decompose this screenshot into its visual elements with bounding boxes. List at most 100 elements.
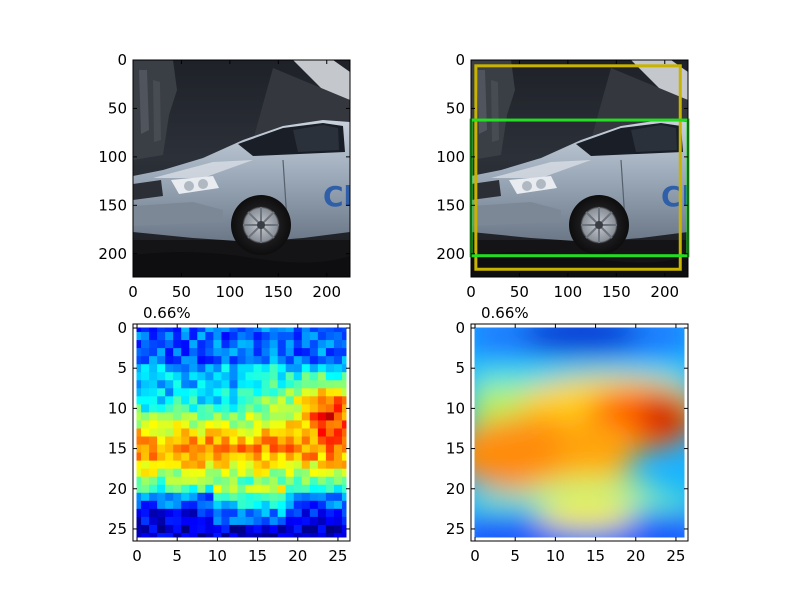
heatmap-cell — [245, 460, 255, 470]
heatmap-cell — [261, 324, 271, 333]
heatmap-cell — [341, 340, 350, 349]
heatmap-cell — [165, 444, 174, 454]
heatmap-cell — [181, 404, 190, 414]
heatmap-cell — [301, 500, 311, 510]
y-tick-label: 10 — [108, 399, 127, 417]
heatmap-cell — [333, 484, 343, 494]
heatmap-cell — [301, 420, 311, 430]
heatmap-cell — [237, 428, 247, 438]
heatmap-cell — [245, 452, 255, 462]
heatmap-cell — [221, 356, 231, 365]
heatmap-cell — [317, 524, 327, 534]
heatmap-cell — [133, 508, 142, 518]
heatmap-cell — [157, 508, 166, 518]
y-tick-label: 200 — [98, 245, 127, 263]
heatmap-cell — [333, 532, 343, 541]
y-tick-label: 5 — [117, 359, 127, 377]
heatmap-cell — [157, 492, 166, 502]
heatmap-cell — [309, 444, 319, 454]
heatmap-cell — [221, 484, 231, 494]
heatmap-cell — [309, 476, 319, 486]
heatmap-cell — [173, 476, 182, 486]
heatmap-cell — [341, 388, 350, 397]
heatmap-cell — [197, 340, 206, 349]
panel-bottom-right: 0.66% 0 5 10 15 20 25 0 5 10 15 20 25 — [446, 304, 689, 565]
heatmap-cell — [141, 404, 150, 414]
heatmap-cell — [341, 508, 350, 518]
heatmap-cell — [277, 324, 287, 333]
heatmap-cell — [317, 508, 327, 518]
heatmap-cell — [237, 468, 247, 478]
heatmap-cell — [165, 388, 174, 397]
heatmap-cell — [285, 532, 295, 541]
heatmap-cell — [157, 356, 166, 365]
heatmap-cell — [189, 396, 198, 405]
heatmap-cell — [309, 396, 319, 405]
heatmap-cell — [269, 356, 279, 365]
heatmap-cell — [293, 356, 303, 365]
heatmap-cell — [149, 340, 158, 349]
heatmap-cell — [205, 452, 214, 462]
heatmap-cell — [253, 324, 263, 333]
heatmap-cell — [333, 356, 343, 365]
heatmap-cell — [229, 396, 239, 405]
heatmap-cell — [229, 516, 239, 526]
heatmap-cell — [317, 340, 327, 349]
heatmap-cell — [317, 516, 327, 526]
heatmap-cell — [141, 468, 150, 478]
heatmap-cell — [277, 380, 287, 389]
heatmap-cell — [197, 372, 206, 381]
car-photo-boxed — [471, 60, 688, 277]
heatmap-cell — [301, 492, 311, 502]
axes-frame — [132, 323, 351, 542]
heatmap-cell — [205, 372, 214, 381]
heatmap-cell — [285, 380, 295, 389]
heatmap-cell — [285, 452, 295, 462]
heatmap-cell — [213, 484, 223, 494]
heatmap-cell — [245, 468, 255, 478]
heatmap-cell — [261, 476, 271, 486]
heatmap-cell — [269, 332, 279, 341]
heatmap-cell — [197, 356, 206, 365]
heatmap-cell — [181, 380, 190, 389]
heatmap-cell — [261, 508, 271, 518]
heatmap-cell — [317, 476, 327, 486]
heatmap-cell — [325, 428, 335, 438]
heatmap-cell — [245, 348, 255, 357]
heatmap-cell — [197, 524, 206, 534]
heatmap-cell — [341, 404, 350, 414]
heatmap-cell — [205, 364, 214, 373]
heatmap-cell — [341, 500, 350, 510]
heatmap-cell — [333, 508, 343, 518]
heatmap-cell — [141, 356, 150, 365]
heatmap-cell — [213, 372, 223, 381]
heatmap-cell — [261, 452, 271, 462]
heatmap-cell — [333, 516, 343, 526]
heatmap-cell — [333, 324, 343, 333]
heatmap-title: 0.66% — [143, 304, 191, 322]
heatmap-cell — [293, 428, 303, 438]
heatmap-cell — [245, 420, 255, 430]
heatmap-cell — [181, 468, 190, 478]
heatmap-cell — [221, 404, 231, 414]
heatmap-cell — [181, 436, 190, 446]
panel-top-left: 0 50 100 150 200 0 50 100 150 200 — [98, 51, 351, 301]
x-tick-label: 15 — [586, 547, 605, 565]
x-tick-label: 0 — [470, 547, 480, 565]
heatmap-cell — [301, 372, 311, 381]
heatmap-cell — [205, 436, 214, 446]
heatmap-cell — [205, 508, 214, 518]
heatmap-cell — [157, 524, 166, 534]
heatmap-cell — [293, 492, 303, 502]
heatmap-cell — [325, 476, 335, 486]
heatmap-cell — [253, 332, 263, 341]
heatmap-cell — [253, 396, 263, 405]
heatmap-cell — [213, 324, 223, 333]
heatmap-cell — [325, 460, 335, 470]
heatmap-cell — [317, 532, 327, 541]
heatmap-cell — [333, 524, 343, 534]
heatmap-cell — [269, 436, 279, 446]
heatmap-cell — [253, 404, 263, 414]
heatmap-cell — [309, 332, 319, 341]
heatmap-cell — [173, 532, 182, 541]
